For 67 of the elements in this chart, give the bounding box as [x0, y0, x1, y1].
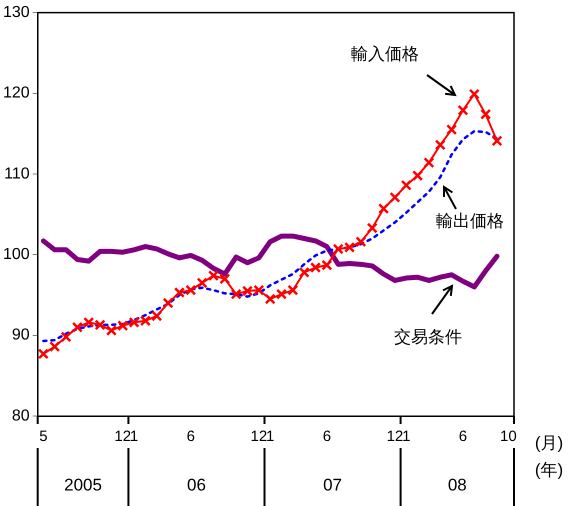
point: [446, 124, 458, 136]
text: 輸入価格: [351, 44, 419, 64]
point: [276, 288, 288, 300]
text: 06: [187, 476, 206, 495]
series-label: 輸出価格: [436, 212, 504, 231]
x-tick-label: 10: [500, 428, 517, 446]
point: [480, 108, 492, 120]
point: [117, 320, 128, 332]
text: 2005: [64, 476, 102, 495]
point: [196, 277, 208, 288]
point: [162, 298, 174, 309]
x-tick-label: 12: [114, 428, 132, 446]
x-tick-label: 6: [458, 428, 468, 446]
text: 交易条件: [394, 328, 462, 347]
point: [242, 285, 253, 296]
point: [355, 236, 366, 248]
point: [151, 310, 162, 322]
point: [106, 324, 117, 336]
point: [321, 260, 332, 271]
point: [468, 88, 480, 100]
point: [253, 284, 264, 296]
point: [208, 270, 219, 282]
point: [72, 322, 83, 333]
y-tick-label: 130: [2, 4, 30, 22]
x-tick-label: 1: [266, 428, 274, 446]
x-tick-label: 1: [130, 428, 138, 446]
text: 07: [323, 476, 342, 495]
point: [128, 316, 140, 328]
text: (年): [534, 460, 564, 480]
point: [412, 170, 424, 182]
point: [378, 203, 390, 214]
point: [491, 135, 502, 146]
point: [434, 139, 446, 150]
y-tick-label: 110: [4, 165, 30, 182]
point: [287, 284, 298, 296]
point: [49, 341, 60, 352]
point: [310, 262, 322, 274]
x-axis-title: (月): [534, 434, 564, 453]
x-tick-label: 6: [186, 428, 195, 446]
x-tick-label: 12: [386, 428, 404, 446]
text: 08: [448, 476, 467, 495]
x-tick-label: 6: [322, 428, 332, 446]
point: [423, 157, 434, 168]
x-tick-label: 5: [39, 428, 48, 446]
point: [389, 192, 400, 203]
point: [298, 266, 310, 278]
x-tick-label: 1: [402, 428, 410, 446]
point: [332, 244, 344, 254]
point: [457, 104, 468, 116]
point: [219, 273, 230, 284]
point: [38, 348, 49, 360]
point: [400, 180, 412, 191]
x-tick-label: 12: [250, 428, 268, 446]
point: [344, 242, 356, 253]
point: [60, 331, 72, 342]
point: [94, 319, 106, 330]
point: [366, 222, 378, 234]
y-tick-label: 120: [2, 84, 30, 102]
point: [83, 316, 94, 328]
point: [174, 287, 185, 298]
y-tick-label: 80: [12, 407, 30, 424]
point: [264, 294, 276, 305]
point: [185, 284, 196, 296]
y-tick-label: 100: [2, 246, 30, 264]
y-tick-label: 90: [12, 326, 30, 344]
point: [140, 315, 151, 326]
point: [230, 288, 242, 300]
